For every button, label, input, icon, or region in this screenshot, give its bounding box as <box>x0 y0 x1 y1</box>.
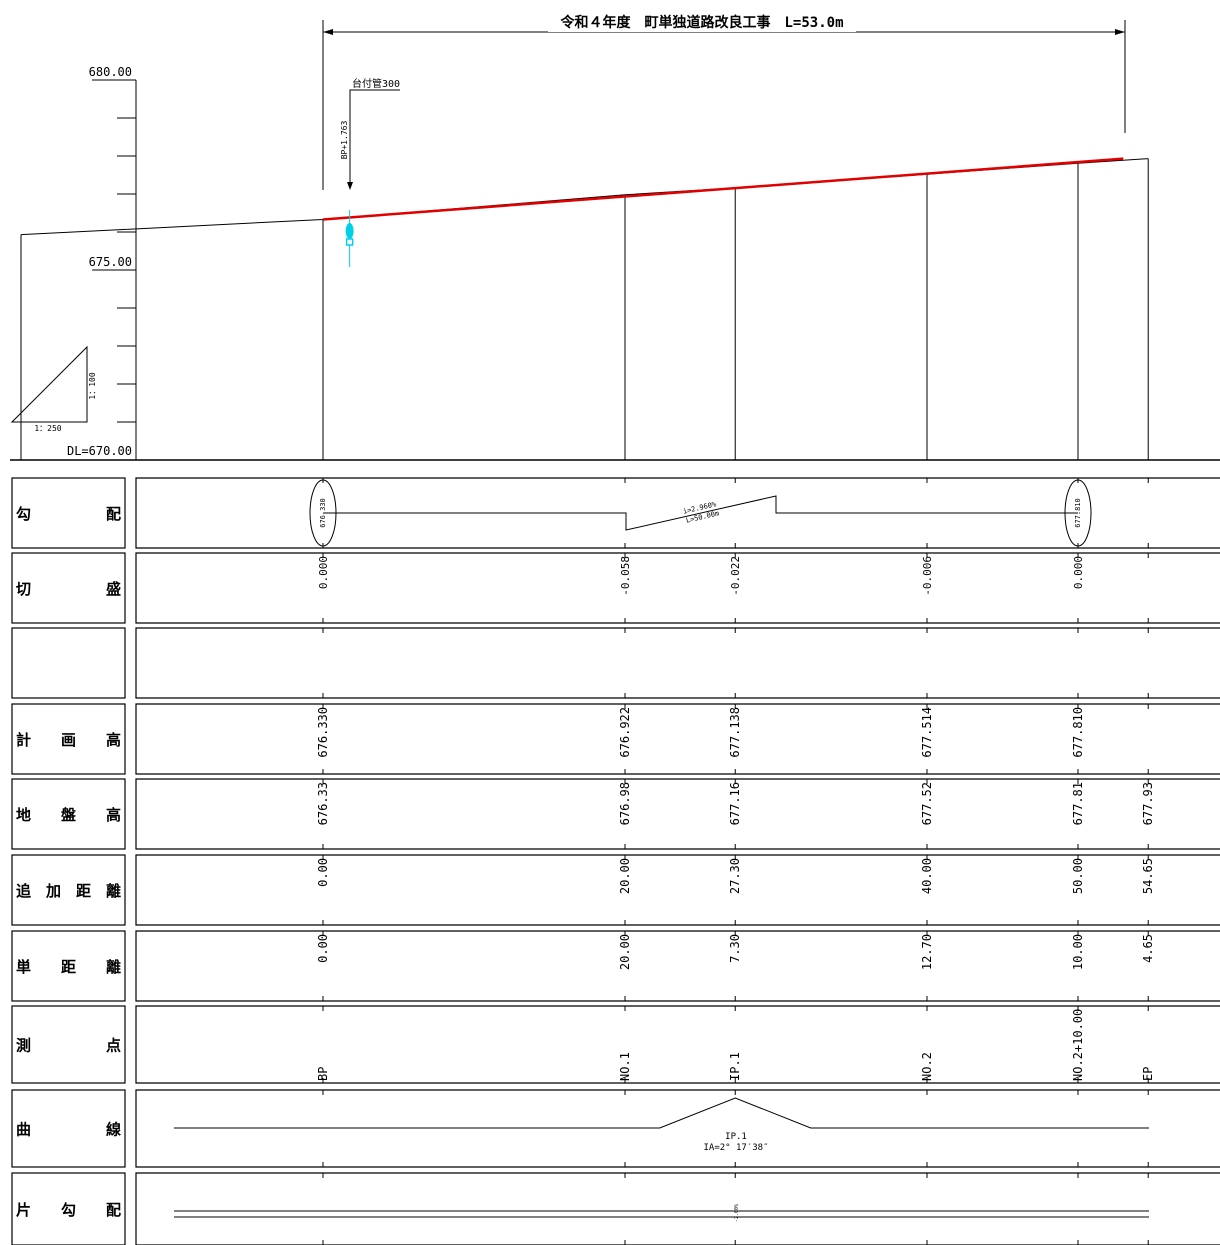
grade-left-elevation: 676.330 <box>319 498 327 528</box>
cross-slope-details: -2.00% <box>174 1204 1149 1222</box>
row-label-cutfill: 切盛 <box>16 580 121 598</box>
row-label-grade: 勾配 <box>16 505 121 523</box>
row-label-cross: 片勾配 <box>16 1201 121 1219</box>
ground-height-value: 677.16 <box>728 782 742 825</box>
pipe-annotation: 台付管300 BP+1.763 <box>340 77 400 267</box>
row-value-cell-plan <box>135 703 1220 775</box>
row-label-cell-plan <box>11 703 126 775</box>
row-value-cell-grade <box>135 477 1220 549</box>
vertical-scale-label: 1：100 <box>88 372 97 399</box>
cumulative-distance-value: 54.65 <box>1141 858 1155 894</box>
elevation-mid-label: 675.00 <box>89 255 132 269</box>
single-distance-value: 7.30 <box>728 934 742 963</box>
curve-ip-label: IP.1 <box>725 1132 747 1142</box>
row-value-cell-blank <box>135 627 1220 699</box>
pipe-section <box>345 223 354 239</box>
grade-right-elevation: 677.810 <box>1074 498 1082 528</box>
ground-height-value: 677.93 <box>1141 782 1155 825</box>
plan-height-value: 677.138 <box>728 707 742 758</box>
cumulative-distance-value: 20.00 <box>618 858 632 894</box>
single-distance-value: 12.70 <box>920 934 934 970</box>
cutfill-value: 0.000 <box>317 556 330 589</box>
title-dimension: 令和４年度 町単独道路改良工事 L=53.0m <box>322 12 1126 190</box>
station-name-value: NO.1 <box>618 1052 632 1081</box>
grade-row-details: 676.330 677.810 i=2.960% L=50.00m <box>309 479 1092 547</box>
elevation-top-label: 680.00 <box>89 65 132 79</box>
plan-height-value: 677.810 <box>1071 707 1085 758</box>
single-distance-value: 20.00 <box>618 934 632 970</box>
row-label-cell-cutfill <box>11 552 126 624</box>
row-value-cell-cumdist <box>135 854 1220 926</box>
row-label-cell-cross <box>11 1172 126 1245</box>
pipe-base <box>345 238 354 246</box>
ground-height-value: 677.52 <box>920 782 934 825</box>
row-label-station: 測点 <box>16 1037 121 1055</box>
cross-slope-value: -2.00% <box>734 1204 740 1222</box>
curve-row-details: IP.1 IA=2° 17′38″ <box>174 1097 1149 1153</box>
cumulative-distance-value: 0.00 <box>316 858 330 887</box>
cutfill-value: -0.006 <box>921 556 934 596</box>
station-name-value: NO.2 <box>920 1052 934 1081</box>
row-value-cell-cross <box>135 1172 1220 1245</box>
cumulative-distance-value: 50.00 <box>1071 858 1085 894</box>
grade-left-node <box>309 479 337 547</box>
pipe-marker <box>345 210 354 267</box>
station-name-value: BP <box>316 1067 330 1081</box>
station-name-value: IP.1 <box>728 1052 742 1081</box>
cumulative-distance-value: 27.30 <box>728 858 742 894</box>
row-label-plan: 計画高 <box>16 731 121 749</box>
curve-ia-label: IA=2° 17′38″ <box>703 1143 768 1153</box>
profile-layer <box>20 157 1149 460</box>
row-value-cell-ground <box>135 778 1220 850</box>
data-table: 勾配切 盛計画高地盤高追加距離単距離測 点曲 線片勾配 0.000 -0.058 -0.02… <box>10 459 1220 1245</box>
cutfill-value: -0.022 <box>729 556 742 596</box>
row-label-curve: 曲線 <box>16 1121 121 1139</box>
plan-height-value: 676.922 <box>618 707 632 758</box>
datum-label: DL=670.00 <box>67 444 132 458</box>
single-distance-value: 10.00 <box>1071 934 1085 970</box>
row-label-dist: 単距離 <box>16 958 121 976</box>
cutfill-value: 0.000 <box>1072 556 1085 589</box>
planned-grade-line <box>322 157 1124 221</box>
single-distance-value: 4.65 <box>1141 934 1155 963</box>
scale-triangle: 1：100 1：250 <box>10 345 97 433</box>
ground-height-value: 676.33 <box>316 782 330 825</box>
ground-height-value: 676.98 <box>618 782 632 825</box>
row-label-cell-station <box>11 1005 126 1084</box>
elevation-axis: 680.00 675.00 DL=670.00 <box>67 65 137 460</box>
row-label-cell-grade <box>11 477 126 549</box>
ground-height-value: 677.81 <box>1071 782 1085 825</box>
plan-height-value: 677.514 <box>920 707 934 758</box>
grade-right-node <box>1064 479 1092 547</box>
station-name-value: EP <box>1141 1067 1155 1081</box>
horizontal-scale-label: 1：250 <box>34 424 61 433</box>
row-label-cumdist: 追加距離 <box>16 882 121 900</box>
single-distance-value: 0.00 <box>316 934 330 963</box>
pipe-offset-label: BP+1.763 <box>340 121 349 160</box>
row-label-cell-cumdist <box>11 854 126 926</box>
station-name-value: NO.2+10.00 <box>1071 1009 1085 1081</box>
drawing-title: 令和４年度 町単独道路改良工事 L=53.0m <box>560 14 844 31</box>
row-label-cell-curve <box>11 1089 126 1168</box>
pipe-label: 台付管300 <box>352 77 400 90</box>
row-value-cell-dist <box>135 930 1220 1002</box>
row-label-cell-blank <box>11 627 126 699</box>
row-value-cell-station <box>135 1005 1220 1084</box>
row-label-ground: 地盤高 <box>16 806 121 824</box>
row-label-cell-dist <box>11 930 126 1002</box>
cutfill-value: -0.058 <box>619 556 632 596</box>
row-value-cell-cutfill <box>135 552 1220 624</box>
plan-height-value: 676.330 <box>316 707 330 758</box>
row-label-cell-ground <box>11 778 126 850</box>
row-value-cell-curve <box>135 1089 1220 1168</box>
cumulative-distance-value: 40.00 <box>920 858 934 894</box>
